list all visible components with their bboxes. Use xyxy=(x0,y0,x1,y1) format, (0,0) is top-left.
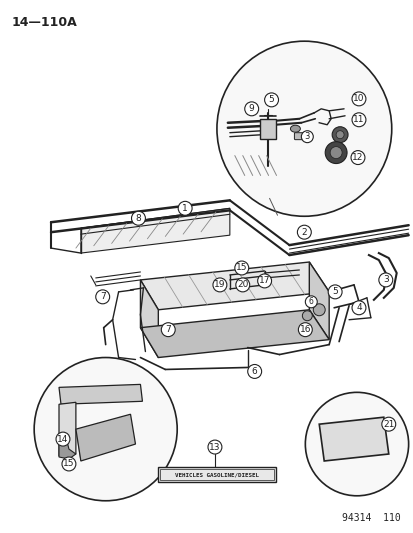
Circle shape xyxy=(351,113,365,127)
Polygon shape xyxy=(140,262,328,310)
Circle shape xyxy=(95,290,109,304)
FancyBboxPatch shape xyxy=(259,119,275,139)
Polygon shape xyxy=(76,414,135,461)
Polygon shape xyxy=(318,417,388,461)
Text: 12: 12 xyxy=(351,153,363,162)
Text: 7: 7 xyxy=(165,325,171,334)
Circle shape xyxy=(62,457,76,471)
Circle shape xyxy=(234,261,248,275)
Circle shape xyxy=(34,358,177,501)
Text: 5: 5 xyxy=(268,95,274,104)
Polygon shape xyxy=(59,437,76,459)
Circle shape xyxy=(305,296,316,308)
Circle shape xyxy=(247,365,261,378)
Circle shape xyxy=(313,304,325,316)
Text: 21: 21 xyxy=(382,419,394,429)
Text: 16: 16 xyxy=(299,325,310,334)
Text: 94314  110: 94314 110 xyxy=(341,513,400,523)
Circle shape xyxy=(335,131,343,139)
Text: 10: 10 xyxy=(352,94,364,103)
Text: 2: 2 xyxy=(301,228,306,237)
Text: 14—110A: 14—110A xyxy=(11,17,77,29)
Circle shape xyxy=(305,392,408,496)
Circle shape xyxy=(235,278,249,292)
Text: 14: 14 xyxy=(57,434,69,443)
Circle shape xyxy=(297,225,311,239)
Circle shape xyxy=(330,147,341,158)
Text: 17: 17 xyxy=(258,277,270,286)
Polygon shape xyxy=(140,310,328,358)
Polygon shape xyxy=(140,280,158,358)
Circle shape xyxy=(301,131,313,143)
Circle shape xyxy=(351,92,365,106)
Text: 15: 15 xyxy=(235,263,247,272)
Text: 3: 3 xyxy=(304,132,309,141)
FancyBboxPatch shape xyxy=(160,469,273,480)
Text: 20: 20 xyxy=(237,280,248,289)
Text: 13: 13 xyxy=(209,442,220,451)
Text: 4: 4 xyxy=(355,303,361,312)
Circle shape xyxy=(56,432,70,446)
Circle shape xyxy=(328,285,341,299)
Text: 7: 7 xyxy=(100,292,105,301)
Text: 5: 5 xyxy=(332,287,337,296)
Text: 9: 9 xyxy=(248,104,254,114)
Circle shape xyxy=(244,102,258,116)
Circle shape xyxy=(325,142,346,164)
FancyBboxPatch shape xyxy=(158,467,275,482)
Text: 6: 6 xyxy=(251,367,257,376)
Circle shape xyxy=(351,301,365,315)
Polygon shape xyxy=(309,262,328,340)
Text: 3: 3 xyxy=(382,276,388,285)
Polygon shape xyxy=(59,384,142,404)
Text: 1: 1 xyxy=(182,204,188,213)
Text: 8: 8 xyxy=(135,214,141,223)
Polygon shape xyxy=(59,402,76,456)
Circle shape xyxy=(350,151,364,165)
Circle shape xyxy=(331,127,347,143)
Text: VEHICLES GASOLINE/DIESEL: VEHICLES GASOLINE/DIESEL xyxy=(175,472,258,478)
Circle shape xyxy=(178,201,192,215)
Text: 6: 6 xyxy=(308,297,313,306)
Circle shape xyxy=(264,93,278,107)
Text: 11: 11 xyxy=(352,115,364,124)
Circle shape xyxy=(378,273,392,287)
Text: 19: 19 xyxy=(214,280,225,289)
Circle shape xyxy=(381,417,395,431)
Text: 15: 15 xyxy=(63,459,74,469)
FancyBboxPatch shape xyxy=(294,133,310,140)
Circle shape xyxy=(212,278,226,292)
Circle shape xyxy=(161,322,175,337)
Circle shape xyxy=(131,211,145,225)
Circle shape xyxy=(298,322,311,337)
Polygon shape xyxy=(81,208,229,253)
Circle shape xyxy=(216,41,391,216)
Circle shape xyxy=(207,440,221,454)
Circle shape xyxy=(301,311,311,321)
Ellipse shape xyxy=(290,125,300,132)
Circle shape xyxy=(257,274,271,288)
